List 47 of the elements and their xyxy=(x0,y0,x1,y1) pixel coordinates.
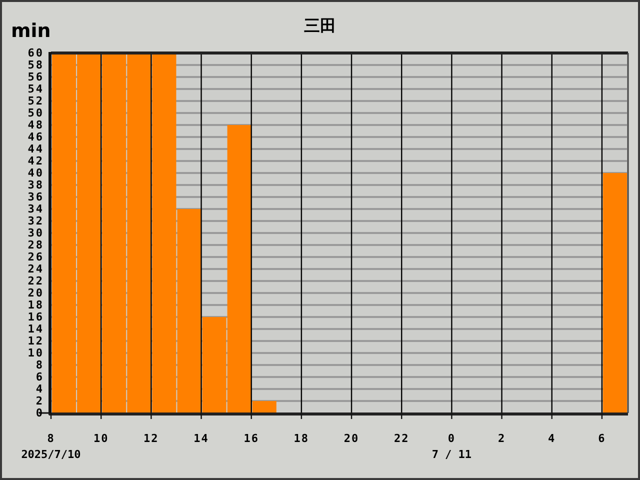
x-tick-label: 12 xyxy=(144,432,159,445)
y-tick-label: 24 xyxy=(28,262,44,276)
x-tick-label: 2 xyxy=(498,432,506,445)
y-tick-label: 20 xyxy=(28,286,44,300)
y-tick-label: 32 xyxy=(28,214,44,228)
x-tick-label: 6 xyxy=(598,432,606,445)
y-tick-label: 40 xyxy=(28,166,44,180)
y-tick-label: 28 xyxy=(28,238,44,252)
y-tick-label: 46 xyxy=(28,130,44,144)
x-tick-label: 0 xyxy=(448,432,456,445)
x-tick-label: 22 xyxy=(394,432,410,445)
title: 三田 xyxy=(304,16,336,35)
y-tick-label: 2 xyxy=(36,394,44,408)
y-tick-label: 10 xyxy=(28,346,44,360)
y-tick-label: 12 xyxy=(28,334,44,348)
x-tick-label: 8 xyxy=(47,432,55,445)
y-tick-label: 38 xyxy=(28,178,44,192)
y-tick-label: 56 xyxy=(28,70,44,84)
y-tick-label: 42 xyxy=(28,154,44,168)
x-tick-label: 18 xyxy=(294,432,310,445)
y-tick-label: 6 xyxy=(36,370,44,384)
x-tick-label: 14 xyxy=(194,432,209,445)
y-tick-label: 18 xyxy=(28,298,44,312)
y-tick-label: 0 xyxy=(36,406,44,420)
x-tick-label: 16 xyxy=(244,432,259,445)
y-tick-label: 8 xyxy=(36,358,44,372)
y-tick-label: 4 xyxy=(36,382,44,396)
x-tick-label: 4 xyxy=(548,432,556,445)
x-tick-label: 10 xyxy=(93,432,109,445)
y-tick-label: 48 xyxy=(28,118,44,132)
y-tick-label: 16 xyxy=(28,310,44,324)
y-tick-label: 22 xyxy=(28,274,44,288)
y-tick-label: 50 xyxy=(28,106,44,120)
annotation: 2025/7/10 xyxy=(21,448,81,461)
y-axis-title: min xyxy=(11,20,51,42)
y-tick-label: 58 xyxy=(28,58,44,72)
y-tick-label: 30 xyxy=(28,226,44,240)
y-tick-label: 14 xyxy=(28,322,44,336)
y-tick-label: 26 xyxy=(28,250,44,264)
y-tick-label: 34 xyxy=(28,202,44,216)
y-tick-label: 36 xyxy=(28,190,44,204)
y-tick-label: 54 xyxy=(28,82,44,96)
x-tick-label: 20 xyxy=(344,432,360,445)
y-tick-label: 52 xyxy=(28,94,44,108)
y-tick-label: 60 xyxy=(28,46,44,60)
y-tick-label: 44 xyxy=(28,142,44,156)
annotation: 7 / 11 xyxy=(432,448,472,461)
